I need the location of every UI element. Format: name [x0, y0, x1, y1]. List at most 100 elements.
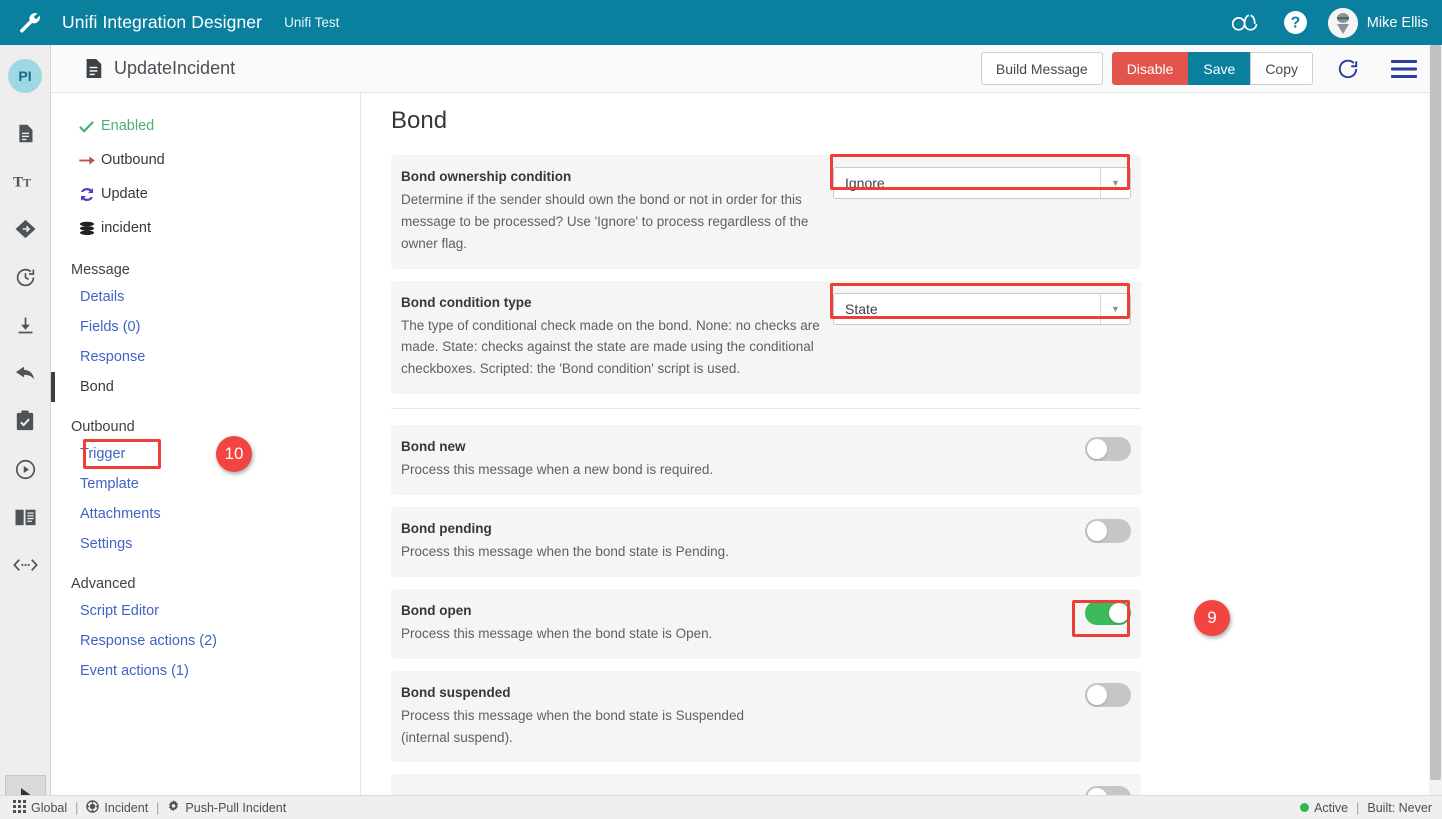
rail-items: T T — [0, 109, 50, 589]
sidebar-item-bond[interactable]: Bond — [51, 372, 360, 402]
status-separator-2: | — [156, 800, 160, 815]
status-process-label[interactable]: Push-Pull Incident — [185, 800, 287, 815]
status-separator-1: | — [75, 800, 79, 815]
nav-status-update[interactable]: Update — [51, 177, 360, 211]
sidebar-item-template[interactable]: Template — [80, 476, 139, 492]
avatar[interactable] — [1327, 7, 1358, 38]
sidebar-item-attachments[interactable]: Attachments — [80, 506, 161, 522]
sidebar-item-script-editor[interactable]: Script Editor — [80, 603, 159, 619]
disable-button[interactable]: Disable — [1111, 52, 1189, 85]
action-button-group: Disable Save Copy — [1111, 52, 1313, 85]
row-label: Bond open — [401, 602, 472, 618]
status-incident-label[interactable]: Incident — [104, 800, 149, 815]
nav-status-enabled-label: Enabled — [101, 118, 155, 134]
bond-condition-type-select[interactable]: State ▼ — [833, 292, 1131, 325]
nav-status-incident[interactable]: incident — [51, 211, 360, 245]
bond-open-toggle[interactable] — [1085, 600, 1131, 625]
sidebar-item-response-actions[interactable]: Response actions (2) — [80, 633, 218, 649]
check-icon — [79, 120, 101, 133]
row-label: Bond suspended — [401, 684, 511, 700]
nav-status-enabled[interactable]: Enabled — [51, 109, 360, 143]
status-built-label: Built: Never — [1367, 800, 1432, 815]
page-toolbar: UpdateIncident Build Message Disable Sav… — [51, 45, 1442, 93]
book-icon[interactable] — [0, 493, 50, 541]
row-text: Bond suspended Process this message when… — [391, 685, 786, 749]
vertical-scrollbar[interactable] — [1429, 45, 1442, 795]
undo-arrow-icon[interactable] — [0, 349, 50, 397]
document-icon[interactable] — [0, 109, 50, 157]
database-stack-icon — [79, 221, 101, 236]
vertical-scrollbar-thumb[interactable] — [1430, 45, 1441, 780]
row-description: Process this message when a new bond is … — [401, 462, 714, 478]
row-description: Process this message when the bond state… — [401, 707, 744, 745]
row-text: Bond condition type The type of conditio… — [391, 295, 821, 381]
row-bond-suspended: Bond suspended Process this message when… — [391, 670, 1141, 763]
help-circle-icon[interactable]: ? — [1272, 0, 1320, 45]
hamburger-menu-icon[interactable] — [1381, 49, 1427, 89]
row-control — [1085, 682, 1131, 707]
status-separator-3: | — [1356, 800, 1360, 815]
wrench-icon[interactable] — [0, 10, 60, 36]
bond-ownership-condition-select[interactable]: Ignore ▼ — [833, 167, 1131, 199]
sidebar-item-event-actions[interactable]: Event actions (1) — [80, 663, 189, 679]
top-header: Unifi Integration Designer Unifi Test ? — [0, 0, 1442, 45]
header-actions: ? Mike Ellis — [1224, 0, 1442, 45]
sidebar-item-fields[interactable]: Fields (0) — [80, 319, 141, 335]
row-partial-next — [391, 774, 1141, 795]
row-bond-new: Bond new Process this message when a new… — [391, 425, 1141, 496]
target-icon — [86, 799, 100, 816]
row-description: Determine if the sender should own the b… — [401, 192, 809, 251]
history-clock-icon[interactable] — [0, 253, 50, 301]
save-button[interactable]: Save — [1188, 52, 1251, 85]
sidebar-item-details[interactable]: Details — [80, 289, 125, 305]
nav-group-message-label: Message — [71, 262, 130, 278]
bond-pending-toggle[interactable] — [1085, 519, 1131, 544]
sidebar-item-settings[interactable]: Settings — [80, 536, 133, 552]
gear-icon — [167, 799, 180, 816]
build-message-button[interactable]: Build Message — [980, 52, 1103, 85]
clipboard-check-icon[interactable] — [0, 397, 50, 445]
nav-status-outbound[interactable]: Outbound — [51, 143, 360, 177]
app-title: Unifi Integration Designer — [62, 12, 263, 32]
nav-group-advanced-label: Advanced — [71, 576, 136, 592]
glasses-icon[interactable] — [1224, 0, 1272, 45]
arrow-right-icon — [79, 155, 101, 166]
row-text: Bond new Process this message when a new… — [391, 439, 821, 481]
file-document-icon — [84, 58, 103, 79]
user-name[interactable]: Mike Ellis — [1366, 14, 1428, 31]
content-title: Bond — [391, 107, 448, 134]
chevron-down-icon[interactable]: ▼ — [1100, 293, 1130, 324]
code-brackets-icon[interactable] — [0, 541, 50, 589]
sync-icon — [79, 187, 101, 202]
download-icon[interactable] — [0, 301, 50, 349]
status-left-group: Global | Incident | Push-Pull Incident — [0, 799, 287, 816]
status-active-dot-icon — [1300, 803, 1310, 812]
rail-avatar[interactable]: PI — [8, 59, 42, 93]
map-marker-diamond-icon[interactable] — [0, 205, 50, 253]
chevron-down-icon[interactable]: ▼ — [1100, 168, 1130, 198]
sidebar-item-response[interactable]: Response — [80, 349, 146, 365]
select-value: State — [845, 300, 878, 317]
toggle-knob — [1087, 439, 1107, 460]
row-label: Bond new — [401, 439, 466, 455]
copy-button[interactable]: Copy — [1250, 52, 1313, 85]
row-bond-condition-type: Bond condition type The type of conditio… — [391, 280, 1141, 395]
row-label: Bond ownership condition — [401, 169, 572, 184]
refresh-icon[interactable] — [1325, 49, 1371, 89]
page-title: UpdateIncident — [114, 58, 236, 78]
row-control: State ▼ — [833, 292, 1131, 325]
play-circle-icon[interactable] — [0, 445, 50, 493]
text-format-icon[interactable]: T T — [0, 157, 50, 205]
bond-suspended-toggle[interactable] — [1085, 682, 1131, 707]
main-content: Bond Bond ownership condition Determine … — [362, 93, 1430, 795]
row-control — [1085, 519, 1131, 544]
next-toggle[interactable] — [1085, 786, 1131, 795]
row-text: Bond open Process this message when the … — [391, 603, 821, 645]
status-scope-label[interactable]: Global — [31, 800, 68, 815]
svg-text:T: T — [23, 178, 31, 190]
row-description: Process this message when the bond state… — [401, 544, 729, 560]
sidebar-item-trigger[interactable]: Trigger — [80, 446, 126, 462]
bond-new-toggle[interactable] — [1085, 437, 1131, 462]
nav-group-outbound-label: Outbound — [71, 419, 135, 435]
settings-nav-panel: Enabled Outbound Update incident — [51, 93, 361, 795]
